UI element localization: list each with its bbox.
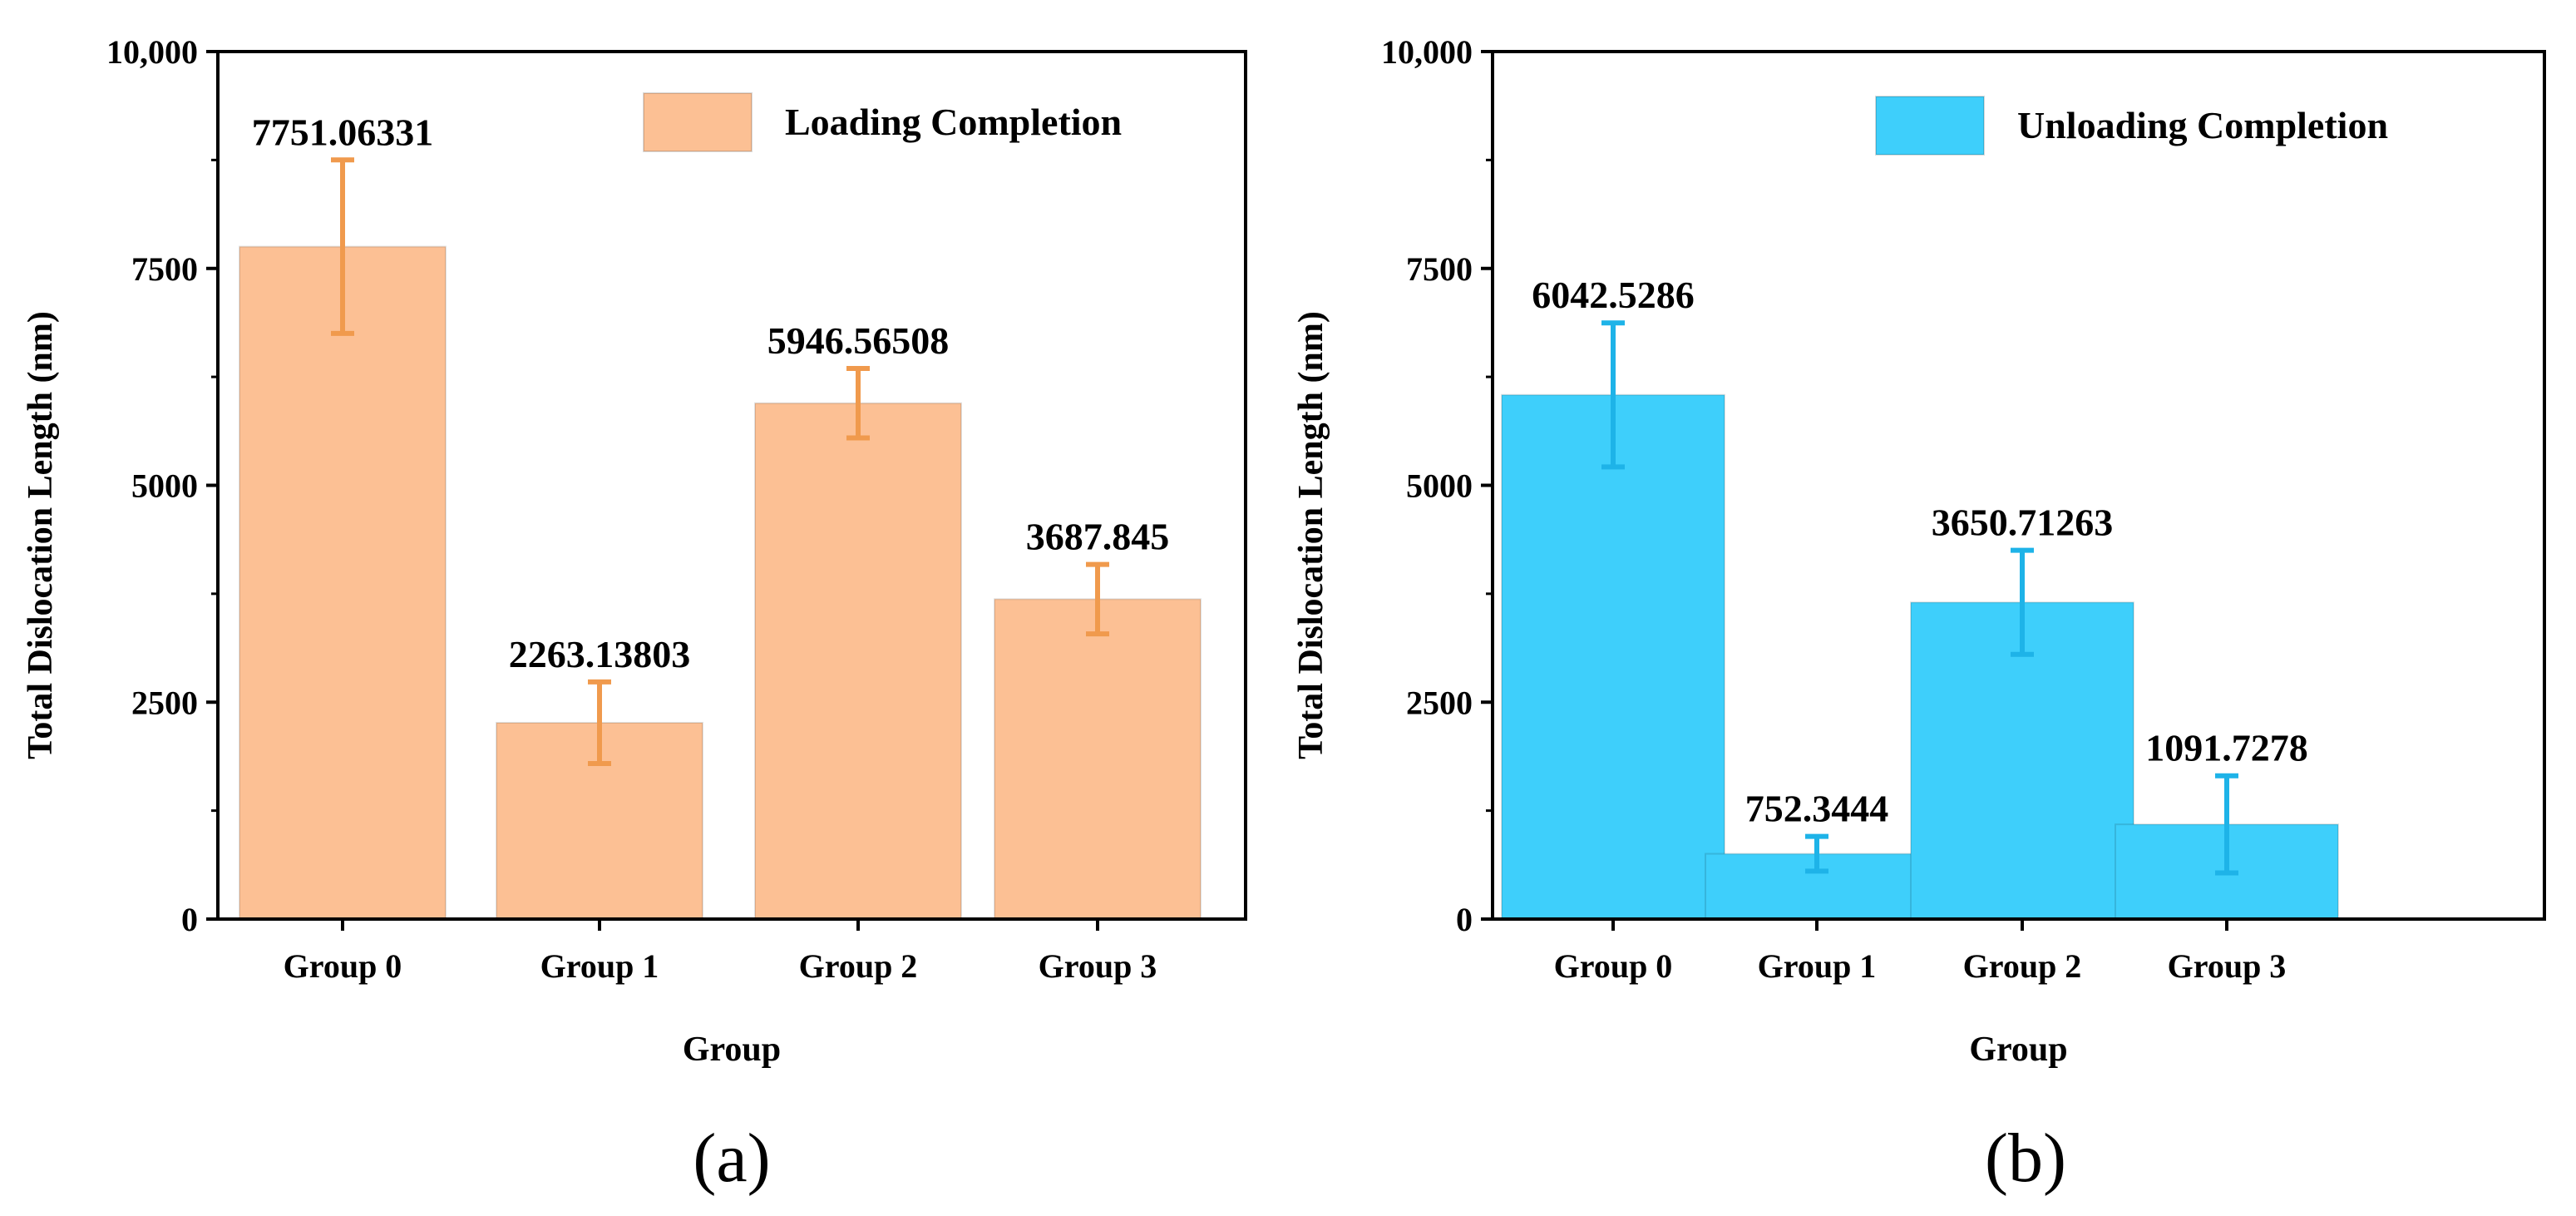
y-tick-label: 5000: [1406, 467, 1473, 505]
x-tick-label: Group 0: [1554, 947, 1673, 985]
y-tick-label: 7500: [131, 250, 198, 288]
error-bar: [846, 366, 870, 441]
y-tick-label: 0: [1456, 901, 1473, 938]
legend-swatch: [643, 92, 753, 152]
chart-panel-a: 7751.06331 Group 0 2263.13803 Group 1 5946.5…: [22, 33, 1247, 1197]
x-tick-label: Group 0: [284, 947, 402, 985]
y-tick-label: 7500: [1406, 250, 1473, 288]
legend-label: Loading Completion: [785, 101, 1122, 143]
value-label: 3650.71263: [1932, 502, 2114, 544]
legend-label: Unloading Completion: [2017, 104, 2388, 146]
value-label: 3687.845: [1026, 516, 1170, 558]
chart-panel-b: 6042.5286 Group 0 752.3444 Group 1 3650.7126…: [1292, 33, 2546, 1197]
y-tick-label: 5000: [131, 467, 198, 505]
error-bar: [331, 157, 354, 336]
value-label: 7751.06331: [252, 111, 434, 153]
bar-group-3: [994, 598, 1202, 921]
y-axis-label: Total Dislocation Length (nm): [1292, 311, 1330, 759]
bar-group-2: [754, 402, 962, 920]
x-tick-label: Group 1: [1758, 947, 1877, 985]
x-tick-label: Group 2: [1963, 947, 2082, 985]
bar-group-0: [239, 245, 447, 920]
y-tick-label: 10,000: [106, 33, 198, 71]
error-bar: [1805, 833, 1828, 874]
bar-group-0: [1501, 393, 1725, 920]
value-label: 5946.56508: [767, 319, 950, 362]
y-tick-label: 2500: [131, 684, 198, 721]
x-tick-label: Group 3: [2168, 947, 2287, 985]
y-tick-label: 0: [181, 901, 198, 938]
x-tick-label: Group 3: [1039, 947, 1157, 985]
error-bar: [2215, 773, 2238, 876]
value-label: 2263.13803: [509, 633, 691, 675]
error-bar: [588, 679, 611, 766]
legend-swatch: [1875, 96, 1985, 156]
panel-label: (a): [693, 1120, 770, 1197]
y-axis-label: Total Dislocation Length (nm): [22, 311, 60, 759]
panel-label: (b): [1985, 1120, 2066, 1197]
y-tick-label: 10,000: [1381, 33, 1473, 71]
value-label: 752.3444: [1745, 788, 1889, 830]
error-bar: [1601, 320, 1625, 470]
value-label: 1091.7278: [2145, 727, 2308, 769]
error-bar: [2011, 547, 2034, 657]
x-axis-label: Group: [683, 1031, 781, 1069]
x-tick-label: Group 2: [799, 947, 918, 985]
x-axis-label: Group: [1969, 1031, 2067, 1069]
x-tick-label: Group 1: [540, 947, 659, 985]
error-bar: [1086, 561, 1109, 637]
y-tick-label: 2500: [1406, 684, 1473, 721]
value-label: 6042.5286: [1532, 274, 1695, 316]
